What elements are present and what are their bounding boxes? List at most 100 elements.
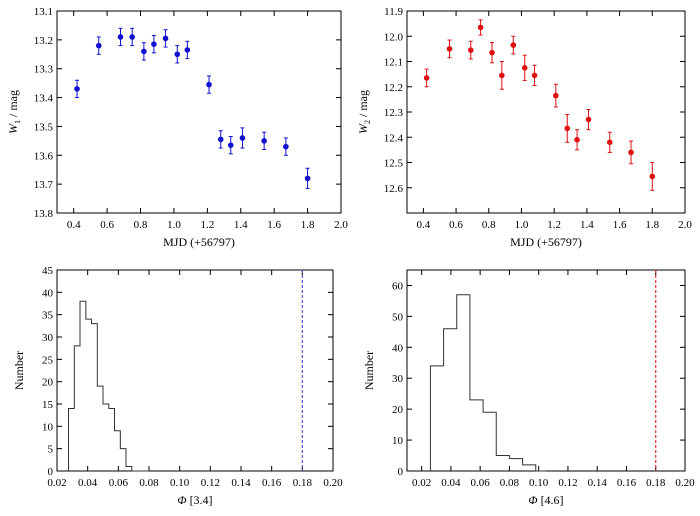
h1-ytick-label: 35 — [42, 310, 54, 322]
w2-data-point — [499, 72, 505, 79]
h2-histogram-bin — [483, 412, 496, 471]
w1-xtick-label: 0.4 — [67, 219, 81, 231]
h2-xtick-label: 0.08 — [500, 477, 520, 489]
w2-ytick-label: 12.4 — [384, 132, 404, 144]
h2-ytick-label: 20 — [392, 404, 404, 416]
h2-ytick-label: 60 — [392, 280, 404, 292]
panel-w2-lightcurve: 0.4 0.6 0.8 1.0 1.2 1.4 1.6 1.8 2.0 11.9 12.0 12.1 1… — [356, 6, 692, 249]
w1-data-point — [129, 34, 135, 40]
h2-x-axis-label: Φ [4.6] — [528, 493, 563, 507]
w2-ytick-label: 12.2 — [384, 82, 403, 94]
w2-data-point — [564, 125, 571, 132]
w2-data-point — [521, 65, 528, 71]
w2-xtick-label: 1.4 — [580, 219, 594, 231]
h1-xtick-label: 0.02 — [47, 477, 66, 489]
h1-histogram-bin — [80, 301, 86, 471]
h2-x-axis-rest: [4.6] — [538, 493, 564, 507]
w1-xtick-label: 1.8 — [301, 219, 315, 231]
w1-ytick-label: 13.4 — [34, 93, 54, 105]
w2-ytick-label: 12.0 — [384, 31, 404, 43]
h2-xtick-label: 0.06 — [471, 477, 491, 489]
h2-xtick-label: 0.12 — [558, 477, 577, 489]
h1-ytick-label: 20 — [42, 377, 54, 389]
h2-histogram-bin — [496, 456, 509, 471]
h1-xtick-label: 0.06 — [109, 477, 129, 489]
w1-ytick-label: 13.8 — [34, 208, 54, 220]
w1-x-axis-label: MJD (+56797) — [163, 235, 235, 249]
h2-x-axis-symbol: Φ — [528, 493, 537, 507]
h1-histogram-bin — [126, 467, 132, 471]
h1-y-axis-label: Number — [12, 351, 26, 390]
h1-ytick-label: 30 — [42, 332, 54, 344]
h1-xtick-label: 0.12 — [201, 477, 220, 489]
w2-ytick-label: 12.1 — [384, 57, 403, 69]
h2-histogram-bin — [430, 366, 443, 471]
plot-frame — [406, 10, 686, 214]
w1-xtick-label: 0.6 — [100, 219, 114, 231]
w1-data-point — [74, 86, 80, 92]
h2-xtick-label: 0.14 — [588, 477, 608, 489]
h1-histogram-bin — [115, 431, 121, 471]
w2-data-point — [606, 139, 613, 146]
w1-data-point — [239, 135, 246, 141]
w2-y-axis-unit: / mag — [356, 90, 370, 120]
w2-xtick-label: 1.8 — [645, 219, 659, 231]
w1-ytick-label: 13.1 — [34, 6, 53, 18]
h2-histogram-bin — [470, 400, 483, 471]
h1-histogram-bin — [103, 404, 109, 471]
panel-phi34-histogram: 0.02 0.04 0.06 0.08 0.10 0.12 0.14 0.16 0.18 0.20… — [12, 265, 343, 507]
w2-data-point — [510, 42, 517, 48]
w1-xtick-label: 1.2 — [200, 219, 214, 231]
h1-histogram-bin — [86, 319, 92, 471]
w2-xtick-label: 1.6 — [613, 219, 627, 231]
h1-x-axis-symbol: Φ — [177, 493, 186, 507]
w1-ytick-label: 13.3 — [34, 64, 54, 76]
w1-xtick-label: 2.0 — [334, 219, 348, 231]
h1-x-axis-rest: [3.4] — [187, 493, 213, 507]
w1-ytick-label: 13.7 — [34, 179, 54, 191]
w1-data-point — [184, 47, 191, 53]
h1-xtick-label: 0.16 — [262, 477, 282, 489]
w1-data-point — [141, 48, 147, 55]
h2-ytick-label: 50 — [392, 311, 404, 323]
w2-data-point — [467, 47, 474, 53]
w2-y-axis-label: W2 / mag — [356, 90, 372, 134]
h2-xtick-label: 0.10 — [529, 477, 549, 489]
w2-data-point — [628, 149, 634, 156]
w2-data-point — [585, 116, 592, 123]
h1-histogram-outline — [68, 300, 149, 472]
panel-w1-lightcurve: 0.4 0.6 0.8 1.0 1.2 1.4 1.6 1.8 2.0 13.1 13.2 13.3 1… — [6, 6, 348, 249]
h2-xtick-label: 0.04 — [441, 477, 461, 489]
h2-histogram-outline — [429, 294, 546, 472]
w1-ytick-label: 13.6 — [34, 150, 54, 162]
w2-ytick-label: 12.5 — [384, 158, 404, 170]
h1-ytick-label: 10 — [42, 421, 54, 433]
plot-frame — [56, 269, 334, 472]
w2-ytick-label: 12.3 — [384, 107, 404, 119]
w2-xtick-label: 2.0 — [678, 219, 692, 231]
h2-xtick-label: 0.18 — [646, 477, 666, 489]
h2-xtick-label: 0.02 — [412, 477, 431, 489]
h1-histogram-bin — [109, 408, 115, 471]
w2-ytick-label: 12.6 — [384, 183, 404, 195]
h1-ytick-label: 15 — [42, 399, 54, 411]
h1-xtick-label: 0.08 — [139, 477, 159, 489]
w1-y-axis-symbol: W — [6, 123, 20, 134]
w1-data-point — [162, 35, 169, 42]
h2-ytick-label: 40 — [392, 342, 404, 354]
h1-histogram-bin — [74, 346, 80, 471]
w1-xtick-label: 1.6 — [267, 219, 281, 231]
w1-data-point — [261, 138, 267, 144]
w1-data-point — [227, 142, 234, 148]
w2-xtick-label: 0.8 — [482, 219, 496, 231]
w2-ytick-label: 11.9 — [384, 6, 403, 18]
w1-data-point — [283, 143, 289, 150]
w1-ytick-label: 13.2 — [34, 35, 53, 47]
w1-ytick-label: 13.5 — [34, 121, 54, 133]
w1-data-point — [206, 81, 212, 88]
h1-histogram-bin — [97, 386, 103, 471]
w2-data-point — [489, 49, 495, 56]
w2-data-point — [477, 24, 484, 31]
w1-data-point — [217, 136, 224, 143]
